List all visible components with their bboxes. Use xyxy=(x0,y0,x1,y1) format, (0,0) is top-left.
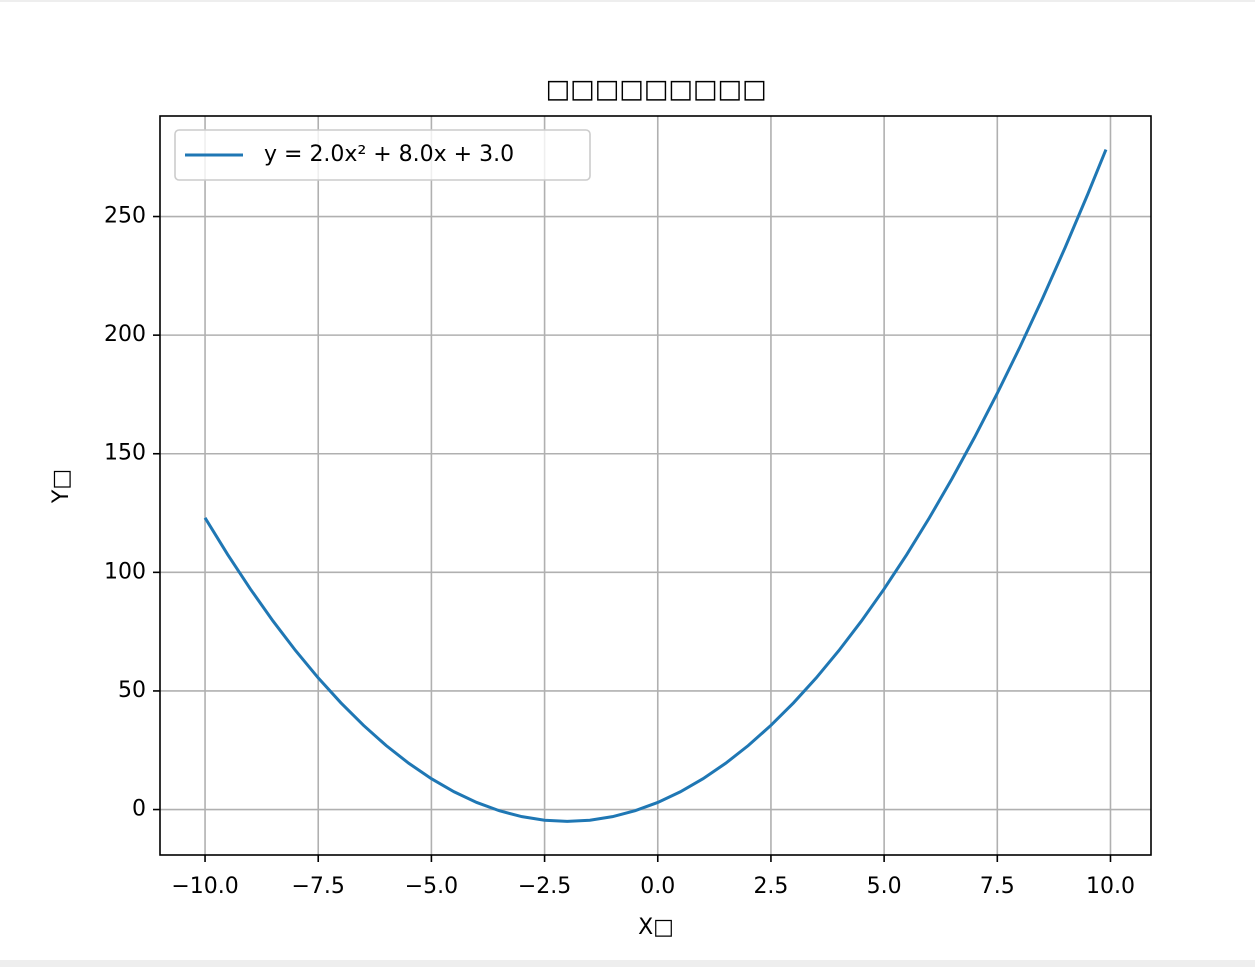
x-tick-label: 2.5 xyxy=(753,874,788,899)
legend-label: y = 2.0x² + 8.0x + 3.0 xyxy=(264,142,514,167)
y-tick-label: 0 xyxy=(132,797,146,822)
y-tick-label: 100 xyxy=(104,559,146,584)
y-tick-label: 50 xyxy=(118,678,146,703)
x-tick-label: −10.0 xyxy=(171,874,238,899)
y-axis-label: Y□ xyxy=(49,469,74,504)
x-tick-label: −2.5 xyxy=(518,874,571,899)
x-tick-label: 0.0 xyxy=(640,874,675,899)
line-series xyxy=(203,149,1108,823)
chart-title: □□□□□□□□□ xyxy=(545,75,766,105)
x-tick-label: 5.0 xyxy=(867,874,902,899)
x-axis-label: X□ xyxy=(638,915,674,940)
x-tick-label: 10.0 xyxy=(1086,874,1135,899)
y-tick-label: 150 xyxy=(104,441,146,466)
bottom-strip xyxy=(0,960,1255,967)
x-tick-label: 7.5 xyxy=(980,874,1015,899)
y-tick-label: 200 xyxy=(104,322,146,347)
top-strip xyxy=(0,0,1255,2)
plot-frame xyxy=(159,115,1152,856)
legend-box xyxy=(174,129,591,181)
x-tick-label: −7.5 xyxy=(292,874,345,899)
y-tick-label: 250 xyxy=(104,204,146,229)
x-tick-label: −5.0 xyxy=(405,874,458,899)
